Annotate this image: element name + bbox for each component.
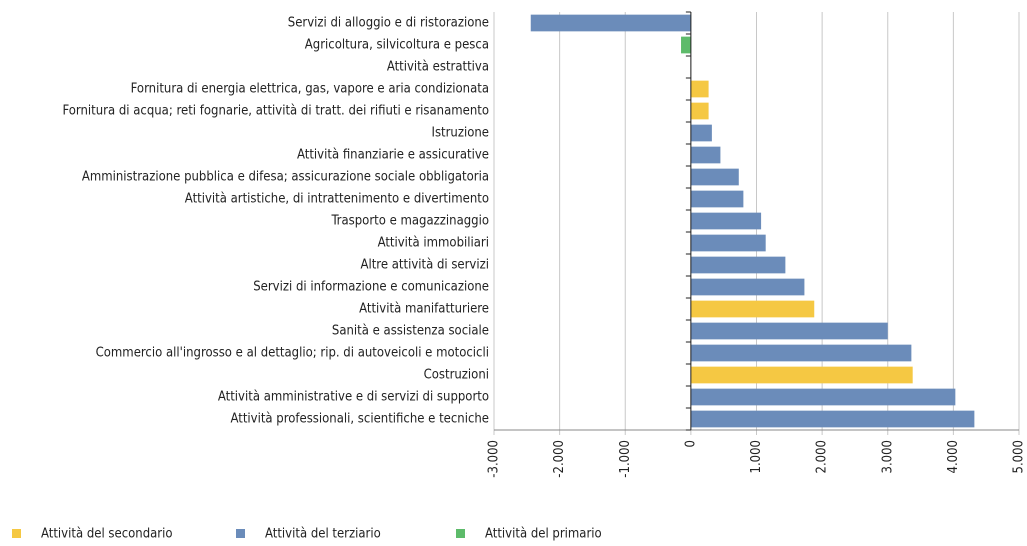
bar [690, 344, 912, 362]
legend-label: Attività del secondario [41, 527, 173, 542]
y-tick-label: Attività professionali, scientifiche e t… [230, 412, 489, 427]
bar [690, 80, 709, 98]
x-tick-label: -2.000 [552, 440, 567, 478]
y-tick-label: Commercio all'ingrosso e al dettaglio; r… [96, 346, 489, 361]
y-tick-label: Attività estrattiva [387, 60, 489, 75]
y-tick-label: Istruzione [432, 126, 490, 141]
x-tick-label: 3.000 [880, 440, 895, 473]
bar [690, 190, 744, 208]
legend-swatch [456, 529, 465, 538]
x-tick-label: 4.000 [946, 440, 961, 473]
legend-label: Attività del terziario [265, 527, 381, 542]
x-tick-label: -1.000 [618, 440, 633, 478]
bar [690, 168, 739, 186]
y-tick-label: Servizi di alloggio e di ristorazione [288, 16, 489, 31]
bar [690, 124, 712, 142]
y-tick-label: Sanità e assistenza sociale [332, 324, 489, 339]
bar [690, 212, 762, 230]
y-tick-label: Attività immobiliari [378, 236, 489, 251]
y-tick-label: Trasporto e magazzinaggio [330, 214, 489, 229]
y-tick-label: Servizi di informazione e comunicazione [253, 280, 489, 295]
bar [530, 14, 691, 32]
legend-swatch [236, 529, 245, 538]
legend-label: Attività del primario [485, 527, 602, 542]
x-tick-label: 1.000 [749, 440, 764, 473]
bar [690, 410, 975, 428]
y-tick-label: Attività manifatturiere [359, 302, 489, 317]
y-tick-label: Agricoltura, silvicoltura e pesca [305, 38, 489, 53]
y-tick-label: Fornitura di acqua; reti fognarie, attiv… [63, 104, 490, 119]
bar [690, 388, 956, 406]
y-tick-label: Attività finanziarie e assicurative [297, 148, 489, 163]
y-tick-label: Amministrazione pubblica e difesa; assic… [82, 170, 489, 185]
legend-swatch [12, 529, 21, 538]
y-tick-label: Fornitura di energia elettrica, gas, vap… [131, 82, 489, 97]
x-tick-label: -3.000 [487, 440, 502, 478]
y-tick-label: Attività amministrative e di servizi di … [218, 390, 489, 405]
y-tick-label: Attività artistiche, di intrattenimento … [185, 192, 489, 207]
bar [690, 278, 805, 296]
bar [690, 256, 786, 274]
x-tick-label: 5.000 [1012, 440, 1027, 473]
bar [681, 36, 691, 54]
y-tick-label: Costruzioni [424, 368, 489, 383]
bar [690, 322, 888, 340]
x-tick-label: 2.000 [815, 440, 830, 473]
bar [690, 366, 913, 384]
bar [690, 102, 709, 120]
bar [690, 234, 766, 252]
y-tick-label: Altre attività di servizi [360, 258, 489, 273]
bar [690, 146, 721, 164]
bar [690, 300, 815, 318]
x-tick-label: 0 [683, 440, 698, 447]
